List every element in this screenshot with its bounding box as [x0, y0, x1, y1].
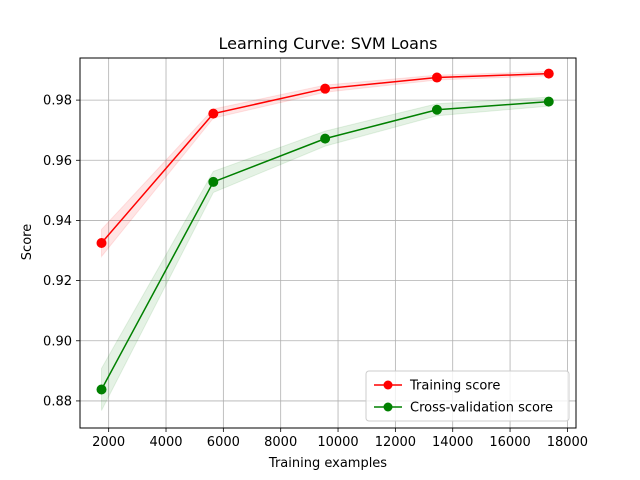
x-axis-label: Training examples	[268, 456, 387, 471]
legend-box	[365, 370, 570, 422]
data-point	[96, 238, 107, 248]
legend-marker	[383, 402, 393, 412]
legend-label: Cross-validation score	[410, 401, 553, 416]
y-axis-ticks: 0.88 0.90 0.92 0.94 0.96 0.98	[43, 94, 80, 409]
x-tick-label: 12000	[375, 435, 416, 450]
x-tick-label: 14000	[432, 435, 473, 450]
y-tick-label: 0.98	[43, 94, 72, 109]
series-points	[96, 68, 554, 395]
y-tick-label: 0.88	[43, 394, 72, 409]
y-axis-label: Score	[20, 224, 35, 260]
x-tick-label: 16000	[489, 435, 530, 450]
data-point	[96, 384, 107, 395]
grid-lines	[80, 58, 576, 428]
y-tick-label: 0.90	[43, 334, 72, 349]
chart-title: Learning Curve: SVM Loans	[219, 34, 438, 53]
data-point	[543, 96, 554, 107]
y-tick-label: 0.92	[43, 274, 72, 289]
axes-background	[80, 58, 576, 428]
y-tick-label: 0.96	[43, 154, 72, 169]
data-point	[208, 108, 219, 119]
x-tick-label: 10000	[317, 435, 358, 450]
data-point	[543, 68, 554, 79]
x-tick-label: 6000	[207, 435, 240, 450]
x-tick-label: 2000	[92, 435, 125, 450]
y-tick-label: 0.94	[43, 214, 72, 229]
plot-area	[79, 57, 577, 429]
legend-label: Training score	[409, 379, 500, 394]
legend-marker	[383, 380, 393, 390]
x-tick-label: 18000	[547, 435, 588, 450]
data-point	[320, 83, 331, 94]
legend: Training score Cross-validation score	[365, 370, 570, 422]
data-point	[208, 176, 219, 187]
data-point	[320, 133, 331, 144]
data-point	[431, 72, 442, 83]
axes-frame	[79, 57, 577, 429]
x-axis-ticks: 2000 4000 6000 8000 10000 12000 14000 16000 1800…	[92, 428, 588, 450]
x-tick-label: 4000	[149, 435, 182, 450]
x-tick-label: 8000	[264, 435, 297, 450]
data-point	[431, 104, 442, 115]
